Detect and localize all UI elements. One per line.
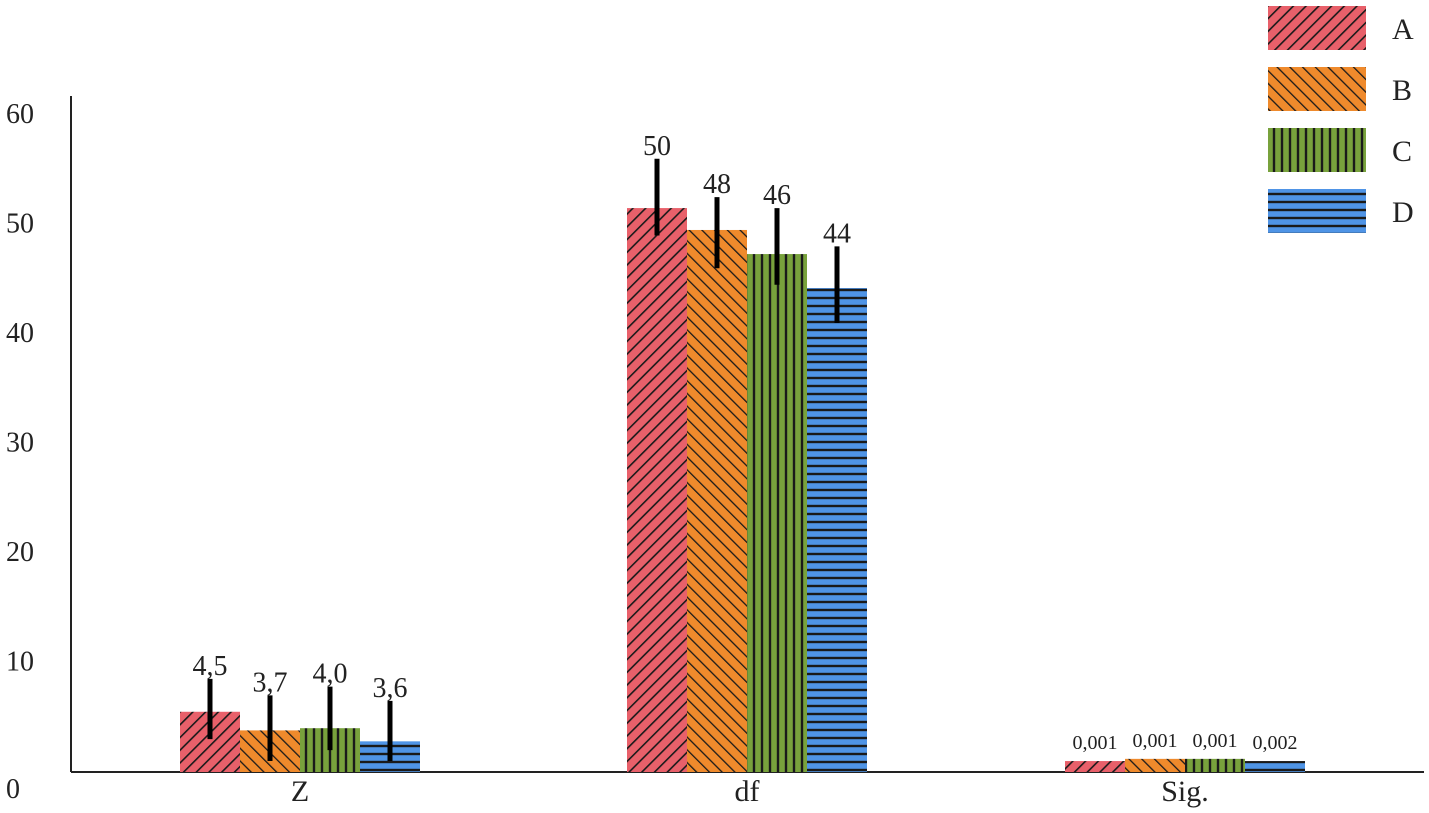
- legend-swatch-d: [1268, 189, 1366, 233]
- legend-swatch-c: [1268, 128, 1366, 172]
- data-label-a-2: 0,001: [1073, 732, 1118, 754]
- data-label-a-0: 4,5: [193, 651, 228, 682]
- data-labels: 4,5 3,7 4,0 3,6 50 48 46 44 0,001 0,001 0,001 0,002: [193, 131, 1298, 754]
- data-label-b-1: 48: [703, 169, 731, 200]
- bar-b-1: [687, 229, 747, 773]
- y-tick-label: 50: [6, 209, 34, 240]
- legend-label-d: D: [1392, 196, 1414, 229]
- data-label-c-0: 4,0: [313, 659, 348, 690]
- y-tick-label: 30: [6, 428, 34, 459]
- data-label-c-1: 46: [763, 180, 791, 211]
- bars: [180, 208, 1305, 773]
- y-tick-label: 0: [6, 774, 20, 805]
- data-label-d-1: 44: [823, 218, 851, 249]
- category-label: df: [735, 775, 760, 808]
- data-label-c-2: 0,001: [1193, 730, 1238, 752]
- bar-c-2: [1185, 758, 1245, 772]
- bar-d-1: [807, 288, 867, 772]
- legend-swatch-b: [1268, 67, 1366, 111]
- data-label-b-2: 0,001: [1133, 730, 1178, 752]
- data-label-d-0: 3,6: [373, 673, 408, 704]
- y-axis-ticks: 0 10 20 30 40 50 60: [6, 99, 34, 805]
- y-tick-label: 60: [6, 99, 34, 130]
- y-tick-label: 20: [6, 537, 34, 568]
- bar-c-1: [747, 254, 807, 772]
- data-label-b-0: 3,7: [253, 667, 288, 698]
- bar-d-2: [1245, 761, 1305, 772]
- legend-label-c: C: [1392, 135, 1412, 168]
- y-tick-label: 40: [6, 318, 34, 349]
- data-label-a-1: 50: [643, 131, 671, 162]
- y-tick-label: 10: [6, 647, 34, 678]
- category-label: Z: [291, 775, 309, 808]
- legend-label-a: A: [1392, 13, 1414, 46]
- category-label: Sig.: [1161, 775, 1209, 808]
- data-label-d-2: 0,002: [1253, 732, 1298, 754]
- bar-a-1: [627, 208, 687, 772]
- bar-a-2: [1065, 761, 1125, 772]
- bar-b-2: [1125, 758, 1185, 772]
- legend-label-b: B: [1392, 74, 1412, 107]
- error-bars: [207, 158, 840, 762]
- legend-swatch-a: [1268, 6, 1366, 50]
